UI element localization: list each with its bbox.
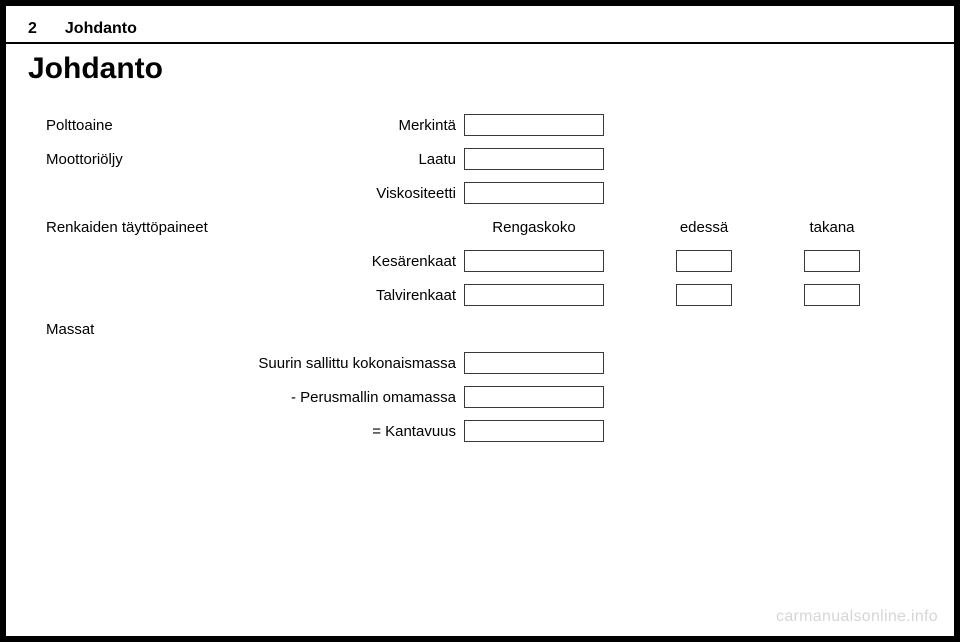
row-kesarenkaat: Kesärenkaat: [46, 244, 932, 278]
label-renkaiden: Renkaiden täyttöpaineet: [46, 219, 226, 236]
col-header-rengaskoko: Rengaskoko: [464, 219, 604, 236]
watermark-text: carmanualsonline.info: [776, 608, 938, 626]
label-kantavuus: = Kantavuus: [226, 423, 464, 440]
label-massat: Massat: [46, 321, 226, 338]
input-merkinta[interactable]: [464, 114, 604, 136]
label-polttoaine: Polttoaine: [46, 117, 226, 134]
input-talvirenkaat-takana[interactable]: [804, 284, 860, 306]
input-kesarenkaat-edessa[interactable]: [676, 250, 732, 272]
row-perusmalli: - Perusmallin omamassa: [46, 380, 932, 414]
form-area: Polttoaine Merkintä Moottoriöljy Laatu V…: [6, 98, 954, 448]
input-kantavuus[interactable]: [464, 420, 604, 442]
row-polttoaine: Polttoaine Merkintä: [46, 108, 932, 142]
label-talvirenkaat: Talvirenkaat: [226, 287, 464, 304]
input-kesarenkaat-takana[interactable]: [804, 250, 860, 272]
page-title: Johdanto: [6, 44, 954, 98]
label-perusmalli: - Perusmallin omamassa: [226, 389, 464, 406]
row-renkaat-header: Renkaiden täyttöpaineet Rengaskoko edess…: [46, 210, 932, 244]
page-container: 2 Johdanto Johdanto Polttoaine Merkintä …: [6, 6, 954, 636]
col-header-takana: takana: [804, 219, 860, 236]
label-moottorioljy: Moottoriöljy: [46, 151, 226, 168]
input-perusmalli[interactable]: [464, 386, 604, 408]
header-section-title: Johdanto: [65, 20, 137, 38]
row-viskositeetti: Viskositeetti: [46, 176, 932, 210]
label-suurin: Suurin sallittu kokonaismassa: [226, 355, 464, 372]
label-merkinta: Merkintä: [226, 117, 464, 134]
label-viskositeetti: Viskositeetti: [226, 185, 464, 202]
label-kesarenkaat: Kesärenkaat: [226, 253, 464, 270]
input-talvirenkaat-edessa[interactable]: [676, 284, 732, 306]
page-number: 2: [28, 20, 37, 38]
col-header-edessa: edessä: [676, 219, 732, 236]
label-laatu: Laatu: [226, 151, 464, 168]
row-kantavuus: = Kantavuus: [46, 414, 932, 448]
row-massat-header: Massat: [46, 312, 932, 346]
row-suurin: Suurin sallittu kokonaismassa: [46, 346, 932, 380]
input-viskositeetti[interactable]: [464, 182, 604, 204]
row-talvirenkaat: Talvirenkaat: [46, 278, 932, 312]
input-laatu[interactable]: [464, 148, 604, 170]
row-moottorioljy-laatu: Moottoriöljy Laatu: [46, 142, 932, 176]
input-talvirenkaat-koko[interactable]: [464, 284, 604, 306]
input-suurin[interactable]: [464, 352, 604, 374]
input-kesarenkaat-koko[interactable]: [464, 250, 604, 272]
page-header: 2 Johdanto: [6, 6, 954, 44]
